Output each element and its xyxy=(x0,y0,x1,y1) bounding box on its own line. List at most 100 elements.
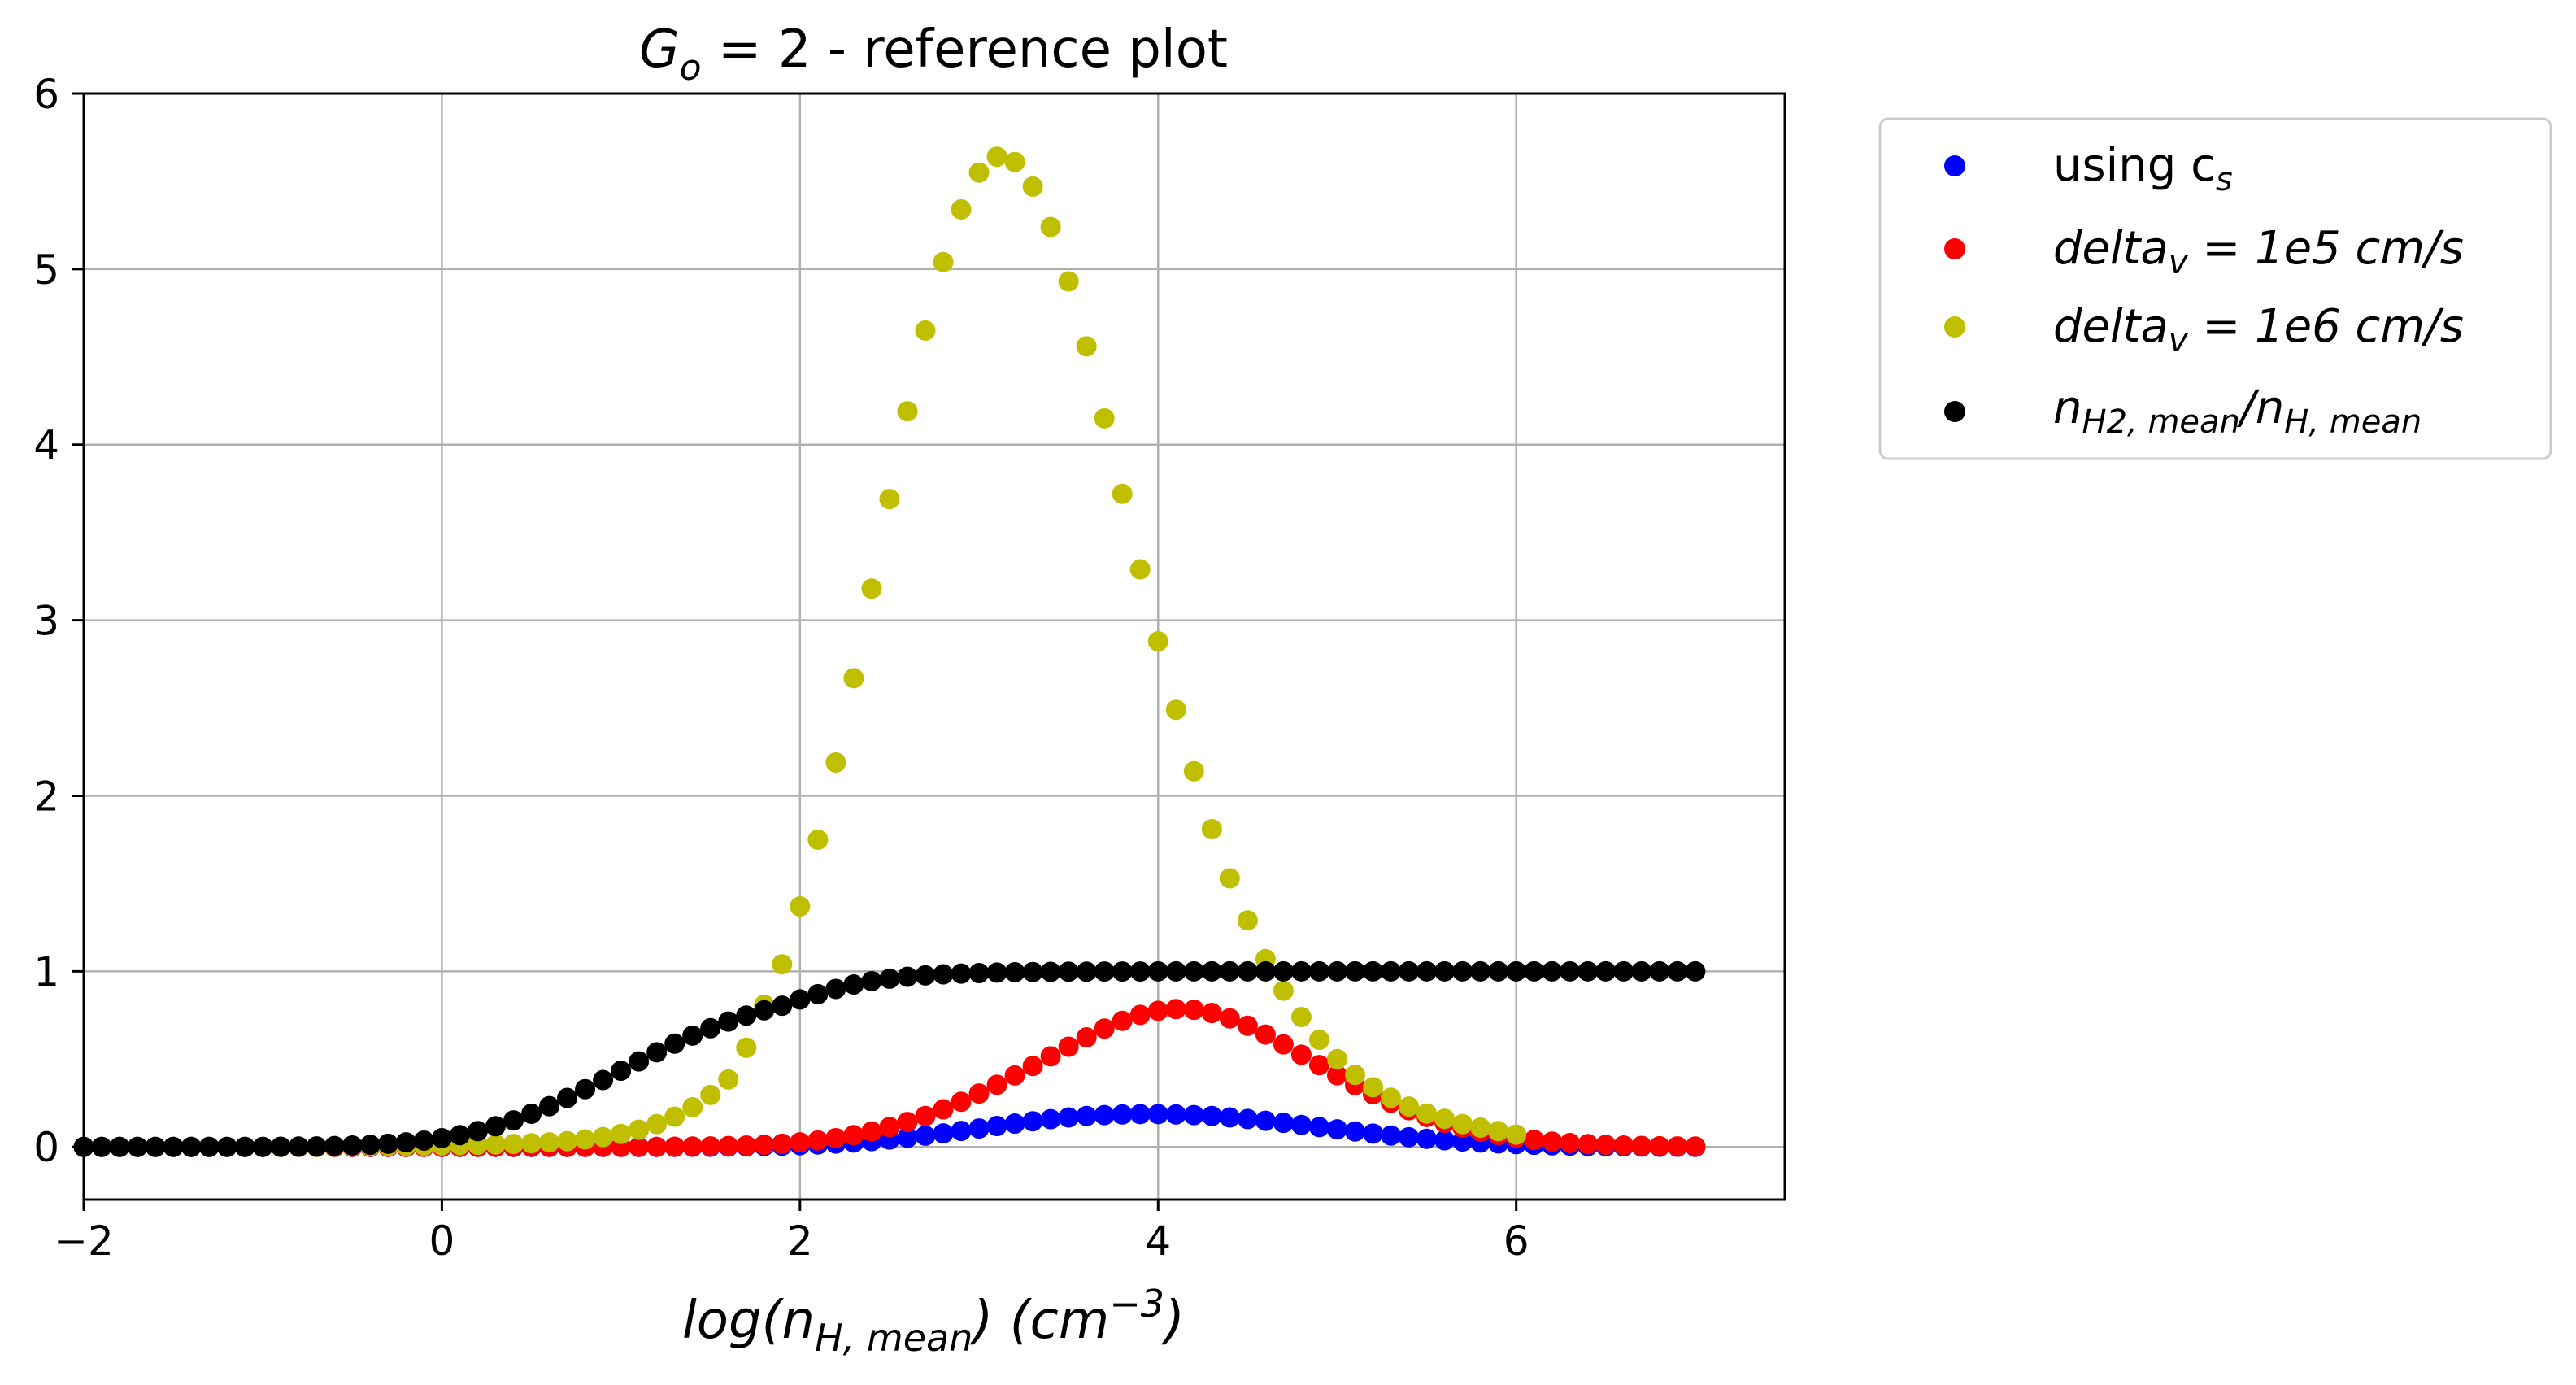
legend-label-using-cs-sub: s xyxy=(2216,161,2233,198)
legend-label-h2-ratio-sub2: H, mean xyxy=(2284,403,2422,441)
data-point xyxy=(986,146,1007,168)
axes-frame xyxy=(82,92,1786,1201)
data-point xyxy=(736,1037,757,1058)
data-point xyxy=(933,964,954,985)
data-point xyxy=(395,1132,416,1153)
x-axis-label-pre: log(n xyxy=(682,1291,815,1351)
data-point xyxy=(790,895,811,917)
data-point xyxy=(485,1134,506,1155)
data-point xyxy=(1308,1117,1329,1138)
data-point xyxy=(1058,961,1079,982)
data-point xyxy=(1524,1130,1545,1151)
data-point xyxy=(1201,819,1222,840)
data-point xyxy=(503,1110,524,1131)
data-point xyxy=(1326,960,1347,982)
data-point xyxy=(1237,1108,1258,1130)
data-point xyxy=(413,1130,434,1151)
data-point xyxy=(1022,176,1043,197)
data-point xyxy=(1416,1128,1438,1149)
data-point xyxy=(1219,868,1240,889)
data-point xyxy=(1560,960,1581,982)
data-point xyxy=(1613,960,1634,982)
data-point xyxy=(1577,960,1599,982)
data-point xyxy=(1022,1111,1043,1132)
data-point xyxy=(897,1127,918,1148)
data-point xyxy=(1004,1113,1025,1135)
data-point xyxy=(772,1133,793,1154)
legend-label-delta-1e5-pre: delta xyxy=(2053,222,2169,275)
data-point xyxy=(1290,1006,1312,1027)
data-point xyxy=(915,1125,936,1146)
data-point xyxy=(968,1083,990,1104)
data-point xyxy=(1237,960,1258,982)
data-point xyxy=(1344,1065,1365,1086)
data-point xyxy=(718,1011,739,1032)
legend-label-h2-ratio-sub: H2, mean xyxy=(2082,403,2240,441)
data-point xyxy=(951,1121,972,1142)
data-point xyxy=(664,1106,685,1127)
data-point xyxy=(198,1136,220,1157)
data-point xyxy=(1129,1004,1151,1026)
data-point xyxy=(664,1033,685,1054)
data-point xyxy=(1040,1046,1061,1067)
data-point xyxy=(1326,1065,1347,1086)
data-point xyxy=(646,1136,668,1157)
data-point xyxy=(557,1087,578,1108)
data-point xyxy=(1255,1024,1276,1045)
data-point xyxy=(700,1017,721,1039)
data-point xyxy=(879,968,900,989)
data-point xyxy=(252,1136,273,1157)
data-point xyxy=(1183,760,1204,782)
data-point xyxy=(1022,961,1043,982)
data-point xyxy=(682,1096,703,1117)
data-point xyxy=(1434,1108,1456,1130)
data-point xyxy=(1542,1131,1563,1152)
ticks: −2 0 2 4 6 0 1 2 3 4 5 6 xyxy=(33,71,1529,1265)
data-point xyxy=(897,966,918,987)
data-point xyxy=(1165,960,1186,982)
data-point xyxy=(1094,1104,1115,1126)
data-point xyxy=(629,1136,650,1157)
data-point xyxy=(1040,1108,1061,1130)
data-point xyxy=(861,1121,882,1142)
x-axis-label-sub: H, mean xyxy=(815,1316,973,1360)
data-point xyxy=(1488,960,1509,982)
data-point xyxy=(539,1132,560,1153)
data-point xyxy=(915,320,936,341)
data-point xyxy=(1004,961,1025,982)
data-point xyxy=(342,1135,363,1156)
legend-label-delta-1e6: deltav = 1e6 cm/s xyxy=(2053,300,2464,359)
data-point xyxy=(1308,960,1329,982)
data-point xyxy=(234,1136,255,1157)
data-point xyxy=(377,1133,398,1154)
data-point xyxy=(1147,960,1168,982)
data-point xyxy=(1058,271,1079,292)
data-point xyxy=(1219,960,1240,982)
chart-title-sub: o xyxy=(680,47,702,89)
data-point xyxy=(1112,1010,1133,1031)
data-point xyxy=(933,1099,954,1120)
data-point xyxy=(807,1130,829,1151)
legend-label-delta-1e6-post: = 1e6 cm/s xyxy=(2188,300,2464,353)
data-point xyxy=(1112,1104,1133,1125)
legend-label-using-cs: using cs xyxy=(2053,139,2233,198)
data-point xyxy=(825,1127,846,1148)
data-point xyxy=(1381,1125,1402,1146)
data-point xyxy=(485,1116,506,1137)
data-point xyxy=(1040,216,1061,237)
legend-marker-h2-ratio xyxy=(1944,401,1965,422)
legend: using cs deltav = 1e5 cm/s deltav = 1e6 … xyxy=(1878,117,2552,460)
data-point xyxy=(1004,1065,1025,1086)
legend-label-delta-1e5: deltav = 1e5 cm/s xyxy=(2053,222,2464,281)
data-point xyxy=(1470,960,1491,982)
y-tick-label: 5 xyxy=(33,246,59,294)
data-point xyxy=(1255,960,1276,982)
y-tick-label: 6 xyxy=(33,71,59,118)
data-point xyxy=(933,1123,954,1144)
data-point xyxy=(521,1103,542,1124)
x-tick-label: 0 xyxy=(429,1217,455,1265)
data-point xyxy=(897,401,918,422)
data-point xyxy=(1290,960,1312,982)
data-point xyxy=(1094,407,1115,429)
y-tick-label: 2 xyxy=(33,773,59,820)
